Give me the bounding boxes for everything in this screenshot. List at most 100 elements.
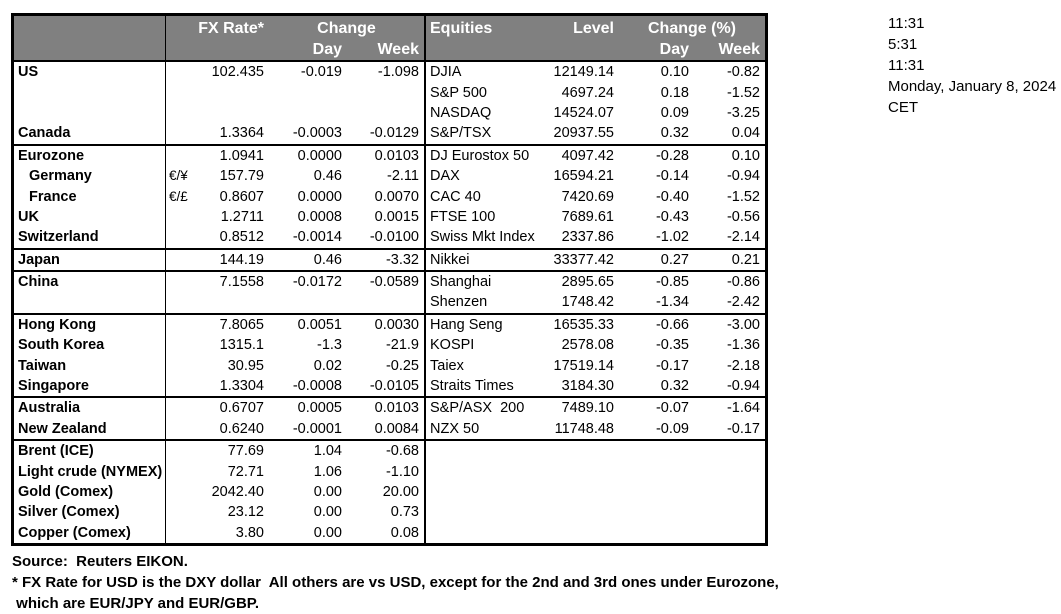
- equity-day-change-value: 0.09: [660, 104, 689, 121]
- fx-day-change-value: 1.06: [313, 463, 342, 480]
- equity-index-label: [424, 502, 541, 523]
- currency-pair-label: [166, 146, 203, 166]
- equity-week-change-value: -2.42: [726, 294, 760, 311]
- equity-week-change-value: -1.52: [726, 84, 760, 101]
- fx-rate-value: 1.3304: [219, 378, 264, 395]
- equity-level-value: 16594.21: [553, 168, 614, 185]
- currency-pair-label: [166, 207, 203, 227]
- equity-week-change-value: -0.86: [726, 274, 760, 291]
- equity-level-value: [541, 441, 619, 461]
- equity-day-change-value: [619, 523, 694, 543]
- equity-index-label: DJ Eurostox 50: [424, 145, 541, 166]
- level-header: Level: [573, 20, 614, 37]
- fx-rate-value: 157.79: [219, 168, 264, 185]
- fx-week-change-value: -0.0105: [369, 378, 419, 395]
- equity-index-label: DAX: [424, 165, 541, 187]
- header-row-2: Day Week Day Week: [14, 39, 765, 60]
- region-label: Canada: [14, 123, 166, 144]
- equity-index-label: Swiss Mkt Index: [424, 227, 541, 248]
- equity-level-value: [541, 461, 619, 481]
- currency-pair-label: [166, 482, 203, 502]
- header-blank-cell: [14, 39, 166, 60]
- equity-level-value: 2895.65: [561, 274, 614, 291]
- region-label: Silver (Comex): [14, 502, 166, 523]
- fx-rate-value: 1315.1: [219, 337, 264, 354]
- fx-rate-value: 0.6707: [219, 400, 264, 417]
- fx-day-change-value: 0.0051: [297, 316, 342, 333]
- fx-rate-value: 0.6240: [219, 420, 264, 437]
- equity-day-change-value: -1.34: [655, 294, 689, 311]
- equity-week-change-value: -3.00: [726, 316, 760, 333]
- fx-rate-value: 1.3364: [219, 125, 264, 142]
- fx-rate-value: 77.69: [227, 443, 264, 460]
- table-row: New Zealand 0.6240 -0.0001 0.0084 NZX 50…: [14, 418, 765, 440]
- table-row: Singapore 1.3304 -0.0008 -0.0105 Straits…: [14, 375, 765, 397]
- fx-week-change-value: 20.00: [382, 484, 419, 500]
- fx-week-change-value: [347, 82, 424, 102]
- equity-level-value: 7489.10: [561, 400, 614, 417]
- currency-pair-label: €/¥: [169, 168, 188, 184]
- fx-rate-value: 3.80: [235, 524, 264, 541]
- equity-week-change-value: [694, 441, 765, 461]
- equity-index-label: Shenzen: [424, 292, 541, 313]
- equity-level-value: 11748.48: [554, 420, 614, 437]
- fx-week-change-value: 0.0015: [374, 208, 419, 225]
- fx-change-header: Change: [317, 20, 376, 37]
- fx-day-change-value: 0.0005: [297, 400, 342, 417]
- fx-rate-value: 1.0941: [219, 147, 264, 164]
- region-label: Brent (ICE): [14, 441, 166, 462]
- equity-level-value: 17519.14: [553, 357, 614, 374]
- fx-week-change-value: -0.0100: [369, 229, 419, 246]
- table-row: Japan 144.19 0.46 -3.32 Nikkei 33377.42 …: [14, 247, 765, 270]
- table-body: US 102.435 -0.019 -1.098 DJIA 12149.14 0…: [14, 62, 765, 543]
- fx-week-change-value: -0.0129: [369, 125, 419, 142]
- fx-rate-value: 7.8065: [219, 316, 264, 333]
- fx-day-change-value: -0.0003: [292, 125, 342, 142]
- currency-pair-label: [166, 502, 203, 522]
- equity-week-change-value: -0.17: [726, 420, 760, 437]
- currency-pair-label: €/£: [169, 188, 188, 204]
- currency-pair-label: [166, 62, 203, 82]
- table-row: Gold (Comex) 2042.40 0.00 20.00: [14, 481, 765, 503]
- equity-level-value: 2578.08: [561, 337, 614, 354]
- equity-day-change-value: 0.10: [660, 64, 689, 81]
- table-row: China 7.1558 -0.0172 -0.0589 Shanghai 28…: [14, 269, 765, 293]
- equity-level-value: [541, 482, 619, 502]
- equity-day-change-value: [619, 482, 694, 502]
- region-label: [14, 102, 166, 124]
- fx-week-change-value: 0.73: [390, 504, 419, 521]
- equity-level-value: 12149.14: [553, 64, 614, 81]
- region-label: Copper (Comex): [14, 522, 166, 543]
- equity-level-value: 3184.30: [561, 378, 614, 395]
- equity-index-label: [424, 481, 541, 503]
- equity-index-label: Shanghai: [424, 271, 541, 293]
- table-row: NASDAQ 14524.07 0.09 -3.25: [14, 102, 765, 124]
- equity-index-label: FTSE 100: [424, 206, 541, 228]
- equity-level-value: 7689.61: [561, 208, 614, 225]
- fx-day-change-value: -1.3: [317, 337, 342, 354]
- equity-index-label: NASDAQ: [424, 102, 541, 124]
- region-label: Japan: [14, 249, 166, 270]
- equity-index-label: [424, 441, 541, 462]
- fx-day-change-value: 0.02: [313, 357, 342, 374]
- fx-rate-value: 1.2711: [220, 208, 264, 225]
- equity-index-label: DJIA: [424, 62, 541, 83]
- equities-header: Equities: [424, 16, 541, 39]
- table-row: S&P 500 4697.24 0.18 -1.52: [14, 82, 765, 103]
- fx-rate-value: 0.8607: [219, 188, 264, 205]
- equity-index-label: Nikkei: [424, 249, 541, 270]
- equity-level-value: 4697.24: [561, 84, 614, 101]
- equity-week-change-value: -0.94: [726, 378, 760, 395]
- equity-index-label: S&P/ASX 200: [424, 398, 541, 419]
- fx-week-change-value: -2.11: [387, 168, 419, 185]
- header-row-1: FX Rate* Change Equities Level Change (%…: [14, 16, 765, 39]
- equity-level-value: 1748.42: [561, 294, 614, 311]
- equity-index-label: NZX 50: [424, 418, 541, 440]
- currency-pair-label: [166, 227, 203, 247]
- region-label: [14, 292, 166, 313]
- footnote-line-2: which are EUR/JPY and EUR/GBP.: [12, 595, 260, 612]
- region-label: South Korea: [14, 335, 166, 356]
- fx-day-change-value: 0.00: [313, 524, 342, 541]
- fx-equities-table: FX Rate* Change Equities Level Change (%…: [11, 13, 768, 546]
- fx-day-change-value: -0.0014: [292, 229, 342, 246]
